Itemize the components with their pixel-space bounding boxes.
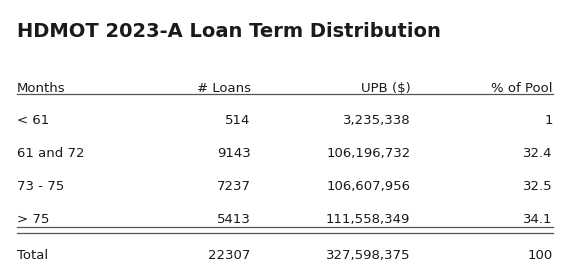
Text: < 61: < 61 (17, 114, 50, 127)
Text: 100: 100 (528, 249, 553, 262)
Text: 32.4: 32.4 (523, 147, 553, 160)
Text: HDMOT 2023-A Loan Term Distribution: HDMOT 2023-A Loan Term Distribution (17, 22, 441, 41)
Text: 22307: 22307 (209, 249, 251, 262)
Text: Months: Months (17, 82, 66, 95)
Text: % of Pool: % of Pool (491, 82, 553, 95)
Text: UPB ($): UPB ($) (361, 82, 410, 95)
Text: 5413: 5413 (217, 213, 251, 226)
Text: 327,598,375: 327,598,375 (326, 249, 410, 262)
Text: 34.1: 34.1 (523, 213, 553, 226)
Text: 73 - 75: 73 - 75 (17, 180, 64, 193)
Text: # Loans: # Loans (197, 82, 251, 95)
Text: 111,558,349: 111,558,349 (326, 213, 410, 226)
Text: Total: Total (17, 249, 48, 262)
Text: 514: 514 (225, 114, 251, 127)
Text: > 75: > 75 (17, 213, 50, 226)
Text: 61 and 72: 61 and 72 (17, 147, 84, 160)
Text: 106,196,732: 106,196,732 (326, 147, 410, 160)
Text: 7237: 7237 (217, 180, 251, 193)
Text: 3,235,338: 3,235,338 (343, 114, 410, 127)
Text: 1: 1 (544, 114, 553, 127)
Text: 32.5: 32.5 (523, 180, 553, 193)
Text: 9143: 9143 (217, 147, 251, 160)
Text: 106,607,956: 106,607,956 (327, 180, 410, 193)
